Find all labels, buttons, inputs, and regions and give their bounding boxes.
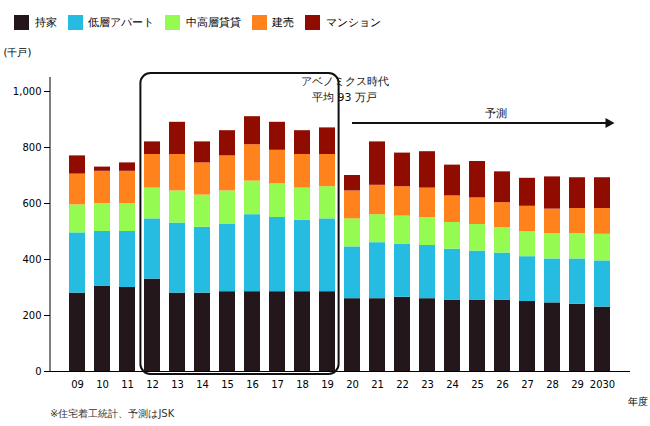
svg-text:アベノミクス時代: アベノミクス時代 bbox=[301, 75, 389, 88]
html-text:建売: 建売 bbox=[272, 16, 294, 29]
svg-text:16: 16 bbox=[246, 378, 259, 389]
svg-text:17: 17 bbox=[271, 378, 284, 389]
svg-text:200: 200 bbox=[22, 309, 41, 320]
svg-text:1,000: 1,000 bbox=[13, 85, 42, 96]
svg-text:28: 28 bbox=[546, 378, 559, 389]
svg-text:26: 26 bbox=[496, 378, 509, 389]
svg-text:予測: 予測 bbox=[485, 107, 507, 120]
svg-text:09: 09 bbox=[71, 378, 84, 389]
svg-text:11: 11 bbox=[121, 378, 134, 389]
html-text:持家: 持家 bbox=[34, 16, 57, 29]
svg-text:13: 13 bbox=[171, 378, 184, 389]
svg-text:25: 25 bbox=[471, 378, 484, 389]
svg-text:24: 24 bbox=[446, 378, 459, 389]
svg-text:平均 93 万戸: 平均 93 万戸 bbox=[312, 91, 377, 104]
html-text:中高層貸貸: 中高層貸貸 bbox=[185, 16, 241, 29]
svg-text:(千戸): (千戸) bbox=[4, 46, 32, 57]
svg-text:20: 20 bbox=[346, 378, 359, 389]
svg-text:600: 600 bbox=[22, 197, 41, 208]
svg-text:2030: 2030 bbox=[590, 378, 615, 389]
svg-text:19: 19 bbox=[321, 378, 334, 389]
svg-text:10: 10 bbox=[96, 378, 109, 389]
svg-text:400: 400 bbox=[22, 253, 41, 264]
svg-text:14: 14 bbox=[196, 378, 209, 389]
svg-text:18: 18 bbox=[296, 378, 309, 389]
svg-text:0: 0 bbox=[35, 365, 41, 376]
svg-text:21: 21 bbox=[371, 378, 384, 389]
svg-text:27: 27 bbox=[521, 378, 534, 389]
html-text:※住宅着工統計、予測はJSK: ※住宅着工統計、予測はJSK bbox=[50, 407, 175, 419]
html-text:低層アパート: 低層アパート bbox=[88, 16, 154, 29]
svg-text:12: 12 bbox=[146, 378, 159, 389]
html-text:マンション: マンション bbox=[325, 16, 381, 29]
svg-text:23: 23 bbox=[421, 378, 434, 389]
svg-text:年度: 年度 bbox=[628, 395, 648, 406]
svg-text:800: 800 bbox=[22, 141, 41, 152]
svg-text:22: 22 bbox=[396, 378, 409, 389]
svg-text:15: 15 bbox=[221, 378, 234, 389]
svg-text:29: 29 bbox=[571, 378, 584, 389]
